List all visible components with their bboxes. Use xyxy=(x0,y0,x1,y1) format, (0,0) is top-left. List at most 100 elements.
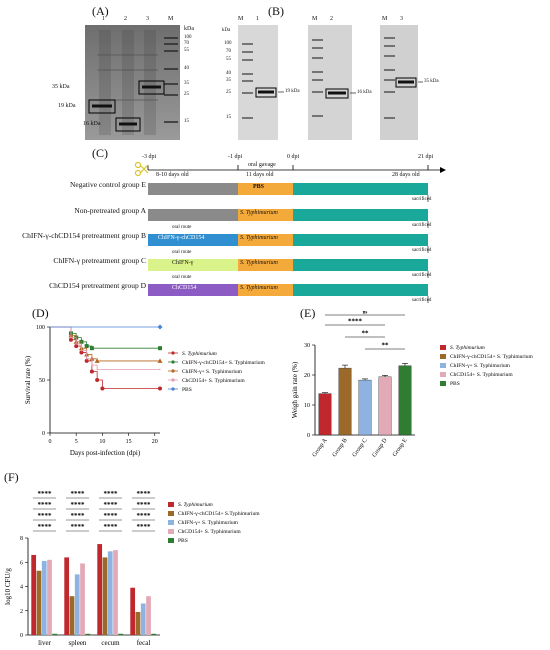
y-tick-label: 50 xyxy=(39,378,45,384)
legend-marker xyxy=(171,351,175,355)
cfu-bar xyxy=(102,557,108,635)
b-marker-35: 35 xyxy=(226,78,231,83)
x-tick-label: Group C xyxy=(352,438,369,459)
survival-point xyxy=(157,358,163,363)
sig-label: **** xyxy=(38,501,53,509)
sig-label: **** xyxy=(137,523,152,531)
y-tick-label: 0 xyxy=(42,431,45,437)
cfu-bar xyxy=(47,559,52,635)
sacrificed-c: sacrificed xyxy=(412,273,432,278)
sig-label: **** xyxy=(137,501,152,509)
x-axis-title: Days post-infection (dpi) xyxy=(70,449,141,457)
blot2-band: 16 kDa xyxy=(357,90,372,95)
sig-label: **** xyxy=(104,523,119,531)
sig-label: **** xyxy=(71,523,86,531)
group-a-challenge: S. Typhimurium xyxy=(240,210,278,216)
survival-chart: 0 50 100 0 5 10 15 20 Days post-infection (dpi) S… xyxy=(24,324,266,457)
y-tick-label: 0 xyxy=(307,433,310,439)
legend-marker xyxy=(171,369,175,373)
b-marker-15: 15 xyxy=(226,115,231,120)
panel-b-label: (B) xyxy=(268,4,284,18)
weight-bar xyxy=(338,367,352,436)
sig-label: **** xyxy=(71,490,86,498)
survival-point xyxy=(94,358,100,363)
survival-point xyxy=(100,386,105,391)
cfu-bar xyxy=(74,574,80,635)
marker-100: 100 xyxy=(184,35,192,40)
x-tick-label: Group E xyxy=(392,437,409,458)
sacrificed-b: sacrificed xyxy=(412,248,432,253)
survival-point xyxy=(84,344,89,349)
x-tick-label: Group B xyxy=(332,438,349,459)
cfu-bar xyxy=(151,633,157,635)
sig-label: **** xyxy=(137,512,152,520)
b-marker-70: 70 xyxy=(226,49,231,54)
legend-swatch xyxy=(168,529,174,534)
cfu-bar xyxy=(97,544,103,635)
cfu-bar xyxy=(113,550,118,635)
x-tick-label: spleen xyxy=(69,639,87,647)
group-d-challenge: S. Typhimurium xyxy=(240,285,278,291)
legend-marker xyxy=(171,378,175,382)
lane-2-label: 2 xyxy=(124,16,127,22)
weight-bar xyxy=(358,379,372,436)
cfu-bar xyxy=(52,633,58,635)
legend-label: ChCD154+ S. Typhimurium xyxy=(178,529,241,535)
sacrificed-e: sacrificed xyxy=(412,197,432,202)
sacrificed-d: sacrificed xyxy=(412,298,432,303)
legend-label: S. Typhimurium xyxy=(182,351,217,357)
x-tick-label: cecum xyxy=(101,639,120,647)
sig-label: **** xyxy=(38,490,53,498)
legend-label: ChIFN-γ+ S. Typhimurium xyxy=(182,369,243,375)
legend-label: PBS xyxy=(450,381,460,387)
survival-point xyxy=(79,350,84,355)
sig-label: **** xyxy=(104,490,119,498)
survival-point: + xyxy=(69,336,73,342)
tp-0: 0 dpi xyxy=(287,154,300,160)
y-tick-label: 8 xyxy=(20,536,23,542)
legend-swatch xyxy=(168,538,174,543)
panel-e-label: (E) xyxy=(300,306,316,320)
sig-label: **** xyxy=(38,512,53,520)
sig-label: ns xyxy=(363,311,368,316)
x-tick-label: fecal xyxy=(137,639,151,647)
legend-label: S. Typhimurium xyxy=(450,345,485,351)
legend-label: ChIFN-γ-chCD154+ S.Typhimurium xyxy=(178,511,260,517)
kda-header-b: kDa xyxy=(222,28,231,33)
legend-swatch xyxy=(168,520,174,525)
sig-label: **** xyxy=(137,490,152,498)
survival-point xyxy=(84,358,89,363)
panel-d-label: (D) xyxy=(32,306,49,320)
band-35kda: 35 kDa xyxy=(52,84,70,90)
cfu-bar xyxy=(107,551,113,635)
x-tick-label: 10 xyxy=(99,439,105,445)
group-c-pre: ChIFN-γ xyxy=(172,260,194,266)
b-marker-100: 100 xyxy=(224,41,232,46)
group-d-name: ChCD154 pretreatment group D xyxy=(49,281,146,290)
legend-label: PBS xyxy=(182,387,192,393)
legend-label: ChIFN-γ-chCD154+ S. Typhimurium xyxy=(182,360,266,366)
blot3-lane-3: 3 xyxy=(400,16,403,22)
b-marker-25: 25 xyxy=(226,90,231,95)
survival-line xyxy=(50,326,160,362)
x-tick-label: liver xyxy=(38,639,51,647)
cfu-bar xyxy=(130,587,136,635)
y-tick-label: 0 xyxy=(20,633,23,639)
legend-label: ChCD154+ S. Typhimurium xyxy=(182,378,245,384)
group-b-challenge: S. Typhimurium xyxy=(240,235,278,241)
y-tick-label: 6 xyxy=(20,560,23,566)
phase-11-days: 11 days old xyxy=(246,172,274,178)
marker-15: 15 xyxy=(184,119,189,124)
x-tick-label: 20 xyxy=(152,439,158,445)
survival-point: + xyxy=(158,367,162,373)
survival-line xyxy=(50,326,160,389)
weight-gain-chart: 0 10 20 30 Weigh gain rate (%) Group A Group B… xyxy=(291,311,534,459)
sig-label: **** xyxy=(348,318,363,326)
legend-swatch xyxy=(440,381,446,386)
weight-bar xyxy=(398,365,412,436)
legend-label: ChIFN-γ-chCD154+ S. Typhimurium xyxy=(450,354,534,360)
survival-point xyxy=(68,337,73,342)
cfu-bar xyxy=(135,611,141,635)
cfu-bar xyxy=(69,596,75,635)
legend-label: ChCD154+ S. Typhimurium xyxy=(450,372,513,378)
